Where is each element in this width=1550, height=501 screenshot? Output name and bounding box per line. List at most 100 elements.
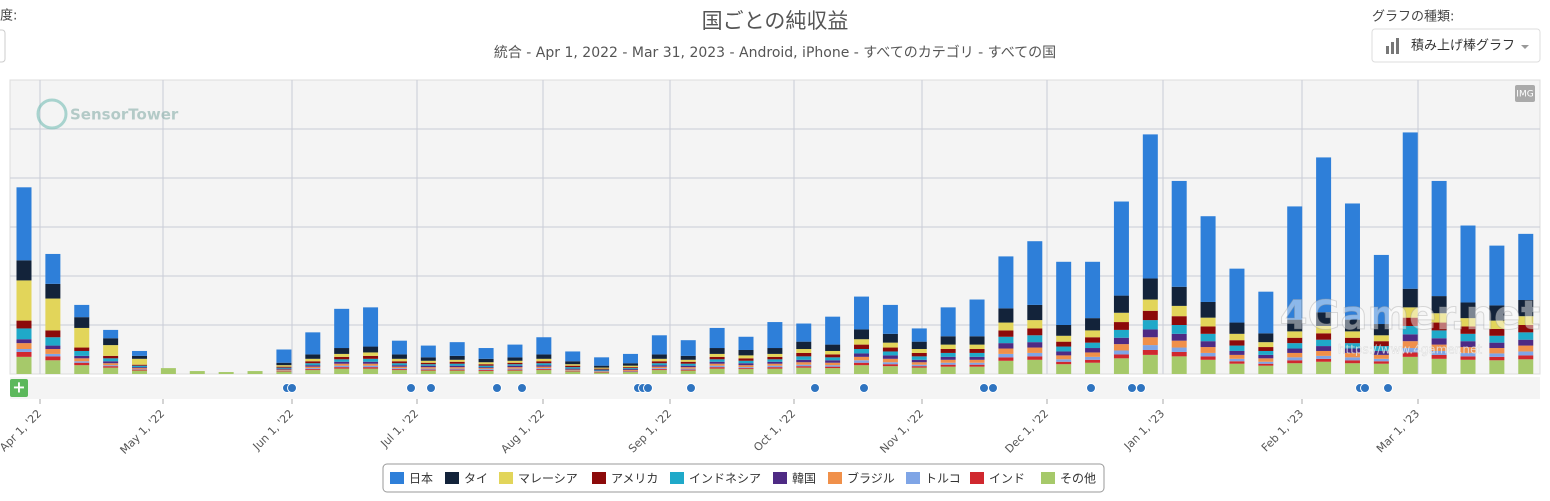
bar-segment bbox=[969, 336, 985, 345]
bar-segment bbox=[1085, 342, 1101, 349]
bar-segment bbox=[334, 365, 350, 368]
bar-segment bbox=[1373, 254, 1389, 325]
event-marker[interactable] bbox=[686, 383, 696, 393]
bar-segment bbox=[1200, 326, 1216, 334]
bar-segment bbox=[1027, 359, 1043, 374]
bar-segment bbox=[449, 359, 465, 362]
bar-segment bbox=[1431, 344, 1447, 351]
bar-segment bbox=[363, 346, 379, 353]
bar-segment bbox=[1056, 359, 1072, 362]
bar-segment bbox=[1287, 352, 1303, 358]
bar-segment bbox=[1056, 355, 1072, 360]
event-marker[interactable] bbox=[492, 383, 502, 393]
event-marker[interactable] bbox=[1086, 383, 1096, 393]
chart-title: 国ごとの純収益 bbox=[702, 9, 849, 33]
legend-label: 韓国 bbox=[792, 472, 816, 486]
bar-segment bbox=[1142, 310, 1158, 321]
bar-segment bbox=[1489, 328, 1505, 336]
bar-segment bbox=[1027, 347, 1043, 353]
bar-segment bbox=[1287, 206, 1303, 320]
chart-type-dropdown[interactable]: 積み上げ棒グラフ bbox=[1371, 28, 1541, 63]
bar-segment bbox=[45, 253, 61, 284]
bar-segment bbox=[420, 362, 436, 365]
event-marker[interactable] bbox=[1127, 383, 1137, 393]
dropdown-box[interactable] bbox=[1371, 28, 1541, 63]
add-button[interactable] bbox=[10, 379, 28, 397]
bar-segment bbox=[1258, 358, 1274, 362]
event-marker[interactable] bbox=[988, 383, 998, 393]
bar-segment bbox=[1287, 348, 1303, 353]
bar-segment bbox=[1113, 350, 1129, 355]
event-marker[interactable] bbox=[1383, 383, 1393, 393]
bar-segment bbox=[1316, 346, 1332, 351]
bar-segment bbox=[449, 342, 465, 356]
event-marker[interactable] bbox=[810, 383, 820, 393]
event-marker[interactable] bbox=[643, 383, 653, 393]
bar-segment bbox=[1373, 363, 1389, 374]
bar-segment bbox=[536, 354, 552, 359]
legend-swatch bbox=[828, 472, 842, 484]
bar-segment bbox=[709, 367, 725, 369]
bar-segment bbox=[709, 361, 725, 364]
bar-segment bbox=[1056, 325, 1072, 336]
bar-segment bbox=[1460, 318, 1476, 327]
bar-segment bbox=[1344, 348, 1360, 353]
bar-segment bbox=[680, 359, 696, 362]
bar-segment bbox=[1518, 359, 1534, 374]
bar-segment bbox=[998, 308, 1014, 323]
bar-segment bbox=[1344, 352, 1360, 358]
bar-segment bbox=[45, 345, 61, 350]
bar-segment bbox=[132, 350, 148, 356]
bar-segment bbox=[1171, 325, 1187, 334]
bar-segment bbox=[132, 358, 148, 365]
bar-segment bbox=[305, 370, 321, 374]
bar-segment bbox=[74, 362, 90, 366]
bar-segment bbox=[911, 366, 927, 368]
event-marker[interactable] bbox=[406, 383, 416, 393]
event-marker[interactable] bbox=[426, 383, 436, 393]
bar-segment bbox=[940, 336, 956, 345]
bar-segment bbox=[1085, 261, 1101, 319]
dropdown-icon bbox=[1396, 38, 1399, 54]
bar-segment bbox=[1431, 296, 1447, 314]
bar-segment bbox=[449, 367, 465, 369]
bar-segment bbox=[940, 349, 956, 353]
bar-segment bbox=[940, 356, 956, 360]
event-marker[interactable] bbox=[979, 383, 989, 393]
event-marker[interactable] bbox=[1136, 383, 1146, 393]
bars bbox=[16, 132, 1534, 374]
bar-segment bbox=[825, 354, 841, 358]
bar-segment bbox=[1373, 346, 1389, 351]
bar-segment bbox=[882, 364, 898, 367]
event-marker[interactable] bbox=[859, 383, 869, 393]
bar-segment bbox=[622, 372, 638, 374]
bar-segment bbox=[825, 316, 841, 345]
bar-segment bbox=[1056, 346, 1072, 352]
bar-segment bbox=[1258, 333, 1274, 343]
bar-segment bbox=[1258, 361, 1274, 364]
img-button[interactable] bbox=[1515, 85, 1535, 102]
left-control[interactable] bbox=[0, 29, 6, 63]
bar-segment bbox=[594, 357, 610, 366]
bar-segment bbox=[998, 256, 1014, 309]
event-marker[interactable] bbox=[287, 383, 297, 393]
bar-segment bbox=[507, 367, 523, 369]
bar-segment bbox=[767, 368, 783, 374]
event-marker[interactable] bbox=[517, 383, 527, 393]
bar-segment bbox=[45, 353, 61, 357]
bar-segment bbox=[391, 354, 407, 359]
legend-swatch bbox=[390, 472, 404, 484]
bar-segment bbox=[911, 352, 927, 357]
bar-segment bbox=[1171, 180, 1187, 287]
bar-segment bbox=[854, 360, 870, 363]
bar-segment bbox=[1518, 233, 1534, 301]
bar-segment bbox=[1229, 268, 1245, 323]
bar-segment bbox=[391, 366, 407, 369]
bar-segment bbox=[1402, 132, 1418, 289]
bar-segment bbox=[882, 333, 898, 343]
bar-segment bbox=[74, 350, 90, 356]
event-marker[interactable] bbox=[1360, 383, 1370, 393]
site-watermark: 4Gamer.net bbox=[1280, 293, 1540, 339]
bar-segment bbox=[45, 337, 61, 346]
bar-segment bbox=[1518, 316, 1534, 325]
